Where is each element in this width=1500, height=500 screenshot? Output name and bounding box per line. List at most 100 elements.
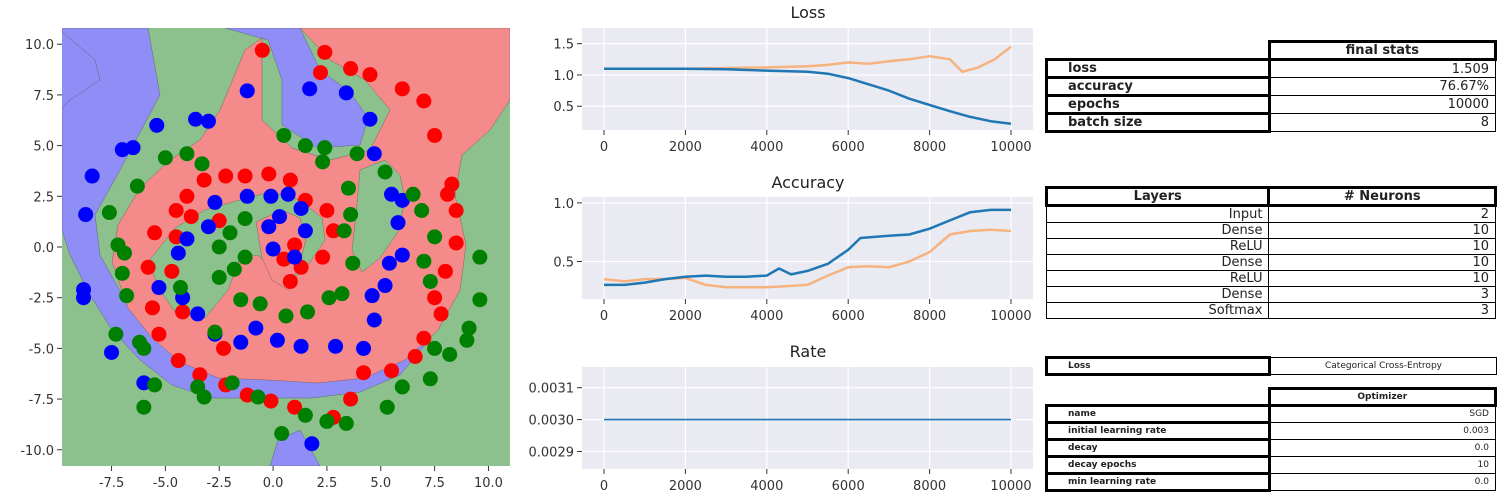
scatter-point bbox=[427, 127, 443, 143]
layer-name: Dense bbox=[1045, 286, 1270, 303]
scatter-point bbox=[345, 255, 361, 271]
x-tick-label: 10000 bbox=[990, 140, 1031, 155]
scatter-point bbox=[248, 320, 264, 336]
scatter-point bbox=[136, 399, 152, 415]
scatter-point bbox=[282, 273, 298, 289]
scatter-point bbox=[302, 81, 318, 97]
layer-neurons: 10 bbox=[1268, 254, 1496, 271]
scatter-point bbox=[170, 353, 186, 369]
optimizer-label: decay epochs bbox=[1045, 455, 1271, 475]
scatter-point bbox=[272, 209, 288, 225]
scatter-point bbox=[338, 85, 354, 101]
layer-name: Softmax bbox=[1045, 302, 1270, 319]
scatter-point bbox=[433, 306, 449, 322]
scatter-point bbox=[319, 413, 335, 429]
scatter-point bbox=[356, 365, 372, 381]
scatter-point bbox=[343, 207, 359, 223]
layer-name: Dense bbox=[1045, 222, 1270, 239]
y-tick-label: -2.5 bbox=[29, 292, 54, 307]
scatter-point bbox=[129, 178, 145, 194]
scatter-point bbox=[194, 156, 210, 172]
scatter-point bbox=[405, 186, 421, 202]
scatter-point bbox=[317, 44, 333, 60]
scatter-point bbox=[336, 223, 352, 239]
x-tick-label: -2.5 bbox=[207, 476, 232, 491]
scatter-point bbox=[149, 117, 165, 133]
scatter-point bbox=[319, 203, 335, 218]
stat-value: 8 bbox=[1268, 113, 1497, 132]
final-stats-table: final stats loss 1.509 accuracy 76.67% e… bbox=[1045, 40, 1498, 133]
scatter-points bbox=[76, 42, 488, 452]
scatter-point bbox=[297, 138, 313, 154]
scatter-point bbox=[384, 363, 400, 379]
scatter-point bbox=[390, 215, 406, 231]
scatter-point bbox=[261, 219, 277, 235]
optimizer-label: decay bbox=[1045, 438, 1271, 458]
layer-neurons: 10 bbox=[1268, 238, 1496, 255]
x-tick-label: 4000 bbox=[750, 140, 783, 155]
x-tick-label: 5.0 bbox=[370, 476, 391, 491]
optimizer-table: Optimizer name SGD initial learning rate 0… bbox=[1045, 387, 1498, 492]
y-tick-label: 7.5 bbox=[33, 89, 54, 104]
scatter-point bbox=[297, 223, 313, 239]
scatter-point bbox=[304, 436, 320, 452]
scatter-point bbox=[461, 320, 477, 336]
x-tick-label: 8000 bbox=[913, 309, 946, 324]
scatter-point bbox=[188, 111, 204, 127]
y-tick-label: 1.5 bbox=[553, 38, 574, 53]
optimizer-label: name bbox=[1045, 404, 1271, 424]
scatter-point bbox=[315, 154, 331, 170]
scatter-point bbox=[237, 249, 253, 265]
scatter-point bbox=[78, 207, 94, 223]
scatter-point bbox=[437, 263, 453, 279]
scatter-point bbox=[218, 168, 234, 184]
optimizer-label: min learning rate bbox=[1045, 472, 1271, 492]
rate-chart-title: Rate bbox=[790, 342, 827, 361]
scatter-point bbox=[364, 288, 380, 304]
scatter-point bbox=[179, 146, 195, 162]
decision-boundary-scatter-plot: -7.5 -5.0 -2.5 0.0 2.5 5.0 7.5 10.0 10.0 7.5 5.0 2.… bbox=[20, 28, 510, 491]
scatter-point bbox=[321, 290, 337, 306]
stat-label: loss bbox=[1045, 58, 1271, 79]
scatter-point bbox=[394, 247, 410, 263]
scatter-point bbox=[312, 65, 328, 81]
scatter-point bbox=[104, 344, 120, 360]
layer-neurons: 10 bbox=[1268, 270, 1496, 287]
x-tick-label: 0 bbox=[600, 309, 608, 324]
scatter-point bbox=[192, 367, 208, 383]
y-tick-label: 0.0031 bbox=[529, 382, 575, 397]
scatter-point bbox=[278, 308, 294, 324]
scatter-point bbox=[101, 205, 117, 221]
scatter-point bbox=[287, 237, 303, 253]
layers-header: Layers bbox=[1044, 186, 1271, 207]
accuracy-line-chart: Accuracy 0 2000 4000 6000 8000 10000 1.0 0.5 bbox=[553, 173, 1033, 324]
scatter-point bbox=[252, 296, 268, 312]
scatter-point bbox=[315, 249, 331, 265]
scatter-point bbox=[472, 292, 488, 308]
scatter-point bbox=[317, 140, 333, 156]
y-tick-label: 0.0 bbox=[33, 241, 54, 256]
scatter-point bbox=[207, 194, 223, 210]
scatter-point bbox=[183, 209, 199, 225]
scatter-point bbox=[287, 399, 303, 415]
stat-value: 1.509 bbox=[1268, 59, 1497, 78]
scatter-point bbox=[338, 415, 354, 431]
scatter-point bbox=[140, 259, 156, 275]
scatter-point bbox=[151, 326, 167, 342]
scatter-point bbox=[407, 349, 423, 364]
stat-value: 76.67% bbox=[1268, 77, 1497, 96]
y-tick-label: -5.0 bbox=[29, 342, 54, 357]
x-tick-label: 8000 bbox=[913, 479, 946, 494]
scatter-point bbox=[448, 203, 464, 218]
scatter-point bbox=[119, 288, 135, 304]
scatter-point bbox=[379, 399, 395, 415]
scatter-point bbox=[394, 379, 410, 395]
scatter-point bbox=[207, 324, 223, 340]
scatter-point bbox=[293, 200, 309, 216]
y-tick-label: 5.0 bbox=[33, 140, 54, 155]
x-tick-label: -5.0 bbox=[153, 476, 178, 491]
scatter-point bbox=[147, 377, 163, 393]
layer-neurons: 3 bbox=[1268, 302, 1496, 319]
x-tick-label: 0 bbox=[600, 140, 608, 155]
x-tick-label: 2.5 bbox=[317, 476, 338, 491]
